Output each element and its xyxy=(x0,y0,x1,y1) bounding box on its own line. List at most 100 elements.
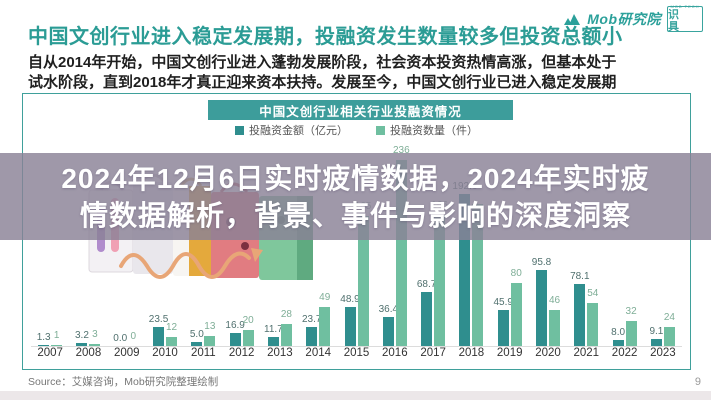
bar-value-quantity-2007: 1 xyxy=(53,330,60,341)
bar-value-quantity-2008: 3 xyxy=(92,328,98,340)
mountain-logo-icon xyxy=(564,14,581,25)
bar-quantity-2018 xyxy=(472,203,484,346)
bar-value-quantity-2019: 80 xyxy=(510,267,522,279)
bar-group-2008: 3.2 3 xyxy=(69,141,107,346)
bar-quantity-2013: 28 xyxy=(281,309,292,346)
x-tick-2010: 2010 xyxy=(152,347,178,359)
bar-value-amount-2022: 8.0 xyxy=(611,326,626,338)
bar-amount-2010: 23.5 xyxy=(149,314,168,346)
bar-group-2011: 5.0 13 xyxy=(184,141,222,346)
bar-value-amount-2015: 48.9 xyxy=(340,294,360,306)
legend-label-quantity: 投融资数量（件） xyxy=(390,125,478,137)
bar-group-2009: 0.0 0 xyxy=(108,141,146,346)
x-tick-2017: 2017 xyxy=(420,347,446,359)
bar-value-amount-2009: 0.0 xyxy=(113,333,128,344)
bar-value-amount-2011: 5.0 xyxy=(189,329,204,341)
x-tick-2011: 2011 xyxy=(190,347,216,359)
x-tick-2008: 2008 xyxy=(75,347,102,359)
bar-quantity-2010: 12 xyxy=(166,322,177,346)
x-tick-2020: 2020 xyxy=(535,347,561,359)
overlay-text-line-1: 2024年12月6日实时疲情数据，2024年实时疲 xyxy=(61,162,650,194)
bar-group-2016: 36.4 236 xyxy=(376,141,414,346)
bar-amount-2023: 9.1 xyxy=(649,326,663,346)
bar-value-amount-2019: 45.9 xyxy=(493,296,513,308)
legend-label-amount: 投融资金额（亿元） xyxy=(249,125,348,137)
brand-seal-main-text: 识 具 xyxy=(668,9,683,33)
bar-value-quantity-2011: 13 xyxy=(204,320,216,332)
bar-quantity-2007: 1 xyxy=(51,330,63,346)
bar-value-quantity-2021: 54 xyxy=(587,288,599,300)
legend-swatch-amount xyxy=(235,125,244,135)
bar-value-amount-2017: 68.7 xyxy=(416,278,437,290)
x-tick-2007: 2007 xyxy=(37,347,63,359)
bar-group-2022: 8.0 32 xyxy=(605,141,643,346)
x-tick-2018: 2018 xyxy=(458,347,485,359)
x-tick-2015: 2015 xyxy=(343,347,370,359)
bar-quantity-2014: 49 xyxy=(319,292,330,346)
headline-overlay: 2024年12月6日实时疲情数据，2024年实时疲 情数据解析，背景、事件与影响… xyxy=(0,153,711,240)
bar-value-amount-2012: 16.9 xyxy=(225,319,245,331)
plot-area: 1.3 1 3.2 3 0.0 0 23.5 12 5.0 13 16.9 20 11.7 28 23.7 4… xyxy=(31,141,682,347)
bar-quantity-2012: 20 xyxy=(243,315,254,346)
bar-value-quantity-2009: 0 xyxy=(130,331,137,342)
bar-value-quantity-2010: 12 xyxy=(165,321,178,333)
page-title: 中国文创行业进入稳定发展期，投融资发生数量较多但投资总额小 xyxy=(28,26,623,48)
bar-group-2020: 95.8 46 xyxy=(529,141,567,346)
bar-amount-2014: 23.7 xyxy=(302,314,321,346)
legend-item-quantity: 投融资数量（件） xyxy=(376,122,478,138)
bar-quantity-2023: 24 xyxy=(664,312,675,346)
bar-value-amount-2008: 3.2 xyxy=(74,330,89,342)
bar-group-2010: 23.5 12 xyxy=(146,141,184,346)
bar-amount-2008: 3.2 xyxy=(75,330,89,346)
legend-swatch-quantity xyxy=(376,125,385,135)
x-tick-2016: 2016 xyxy=(382,347,408,359)
brand-seal: MOB TECH 识 具 xyxy=(667,4,703,33)
x-tick-2019: 2019 xyxy=(496,347,523,359)
brand-logo-text: Mob研究院 xyxy=(587,11,661,27)
bar-amount-2012: 16.9 xyxy=(225,320,245,346)
bar-amount-2011: 5.0 xyxy=(190,329,204,346)
intro-line-1: 自从2014年开始，中国文创行业进入蓬勃发展阶段，社会资本投资热情高涨，但基本处… xyxy=(28,54,617,71)
brand-seal-top-text: MOB TECH xyxy=(670,4,700,9)
bar-value-amount-2014: 23.7 xyxy=(301,314,322,326)
bar-group-2013: 11.7 28 xyxy=(261,141,299,346)
bar-value-amount-2021: 78.1 xyxy=(570,271,590,283)
x-tick-2022: 2022 xyxy=(611,347,638,359)
bar-amount-2016: 36.4 xyxy=(379,304,398,346)
intro-line-2: 试水阶段，直到2018年才真正迎来资本扶持。发展至今，中国文创行业已进入稳定发展… xyxy=(28,74,617,91)
bar-value-quantity-2013: 28 xyxy=(280,308,292,320)
bar-value-amount-2020: 95.8 xyxy=(531,257,552,269)
bar-value-quantity-2016: 236 xyxy=(392,144,410,156)
page-number: 9 xyxy=(694,376,701,388)
x-tick-2009: 2009 xyxy=(113,347,140,359)
bar-quantity-2011: 13 xyxy=(204,321,215,346)
x-tick-2021: 2021 xyxy=(573,347,600,359)
bar-value-amount-2016: 36.4 xyxy=(378,304,399,316)
bar-amount-2022: 8.0 xyxy=(611,327,625,346)
bar-value-quantity-2012: 20 xyxy=(242,315,254,327)
intro-paragraph: 自从2014年开始，中国文创行业进入蓬勃发展阶段，社会资本投资热情高涨，但基本处… xyxy=(28,53,688,93)
bar-quantity-2019: 80 xyxy=(511,268,522,346)
bar-quantity-2021: 54 xyxy=(587,288,598,346)
bar-quantity-2016: 236 xyxy=(393,145,410,346)
bar-group-2012: 16.9 20 xyxy=(222,141,260,346)
source-attribution: Source：艾媒咨询，Mob研究院整理绘制 xyxy=(28,376,219,388)
bar-group-2007: 1.3 1 xyxy=(31,141,69,346)
bar-group-2019: 45.9 80 xyxy=(491,141,529,346)
bar-amount-2015: 48.9 xyxy=(340,294,360,346)
bar-amount-2020: 95.8 xyxy=(532,257,551,346)
bar-value-amount-2007: 1.3 xyxy=(36,331,51,343)
bar-value-quantity-2022: 32 xyxy=(625,305,637,317)
x-tick-2012: 2012 xyxy=(228,347,255,359)
bottom-strip xyxy=(0,391,711,400)
bar-value-amount-2023: 9.1 xyxy=(649,325,664,337)
bar-amount-2007: 1.3 xyxy=(37,332,51,346)
bar-group-2014: 23.7 49 xyxy=(299,141,337,346)
overlay-text-line-2: 情数据解析，背景、事件与影响的深度洞察 xyxy=(79,199,631,231)
x-tick-2023: 2023 xyxy=(650,347,676,359)
bar-group-2021: 78.1 54 xyxy=(567,141,605,346)
bar-amount-2013: 11.7 xyxy=(264,324,283,346)
chart-legend: 投融资金额（亿元） 投融资数量（件） xyxy=(23,122,690,138)
x-tick-2014: 2014 xyxy=(305,347,332,359)
